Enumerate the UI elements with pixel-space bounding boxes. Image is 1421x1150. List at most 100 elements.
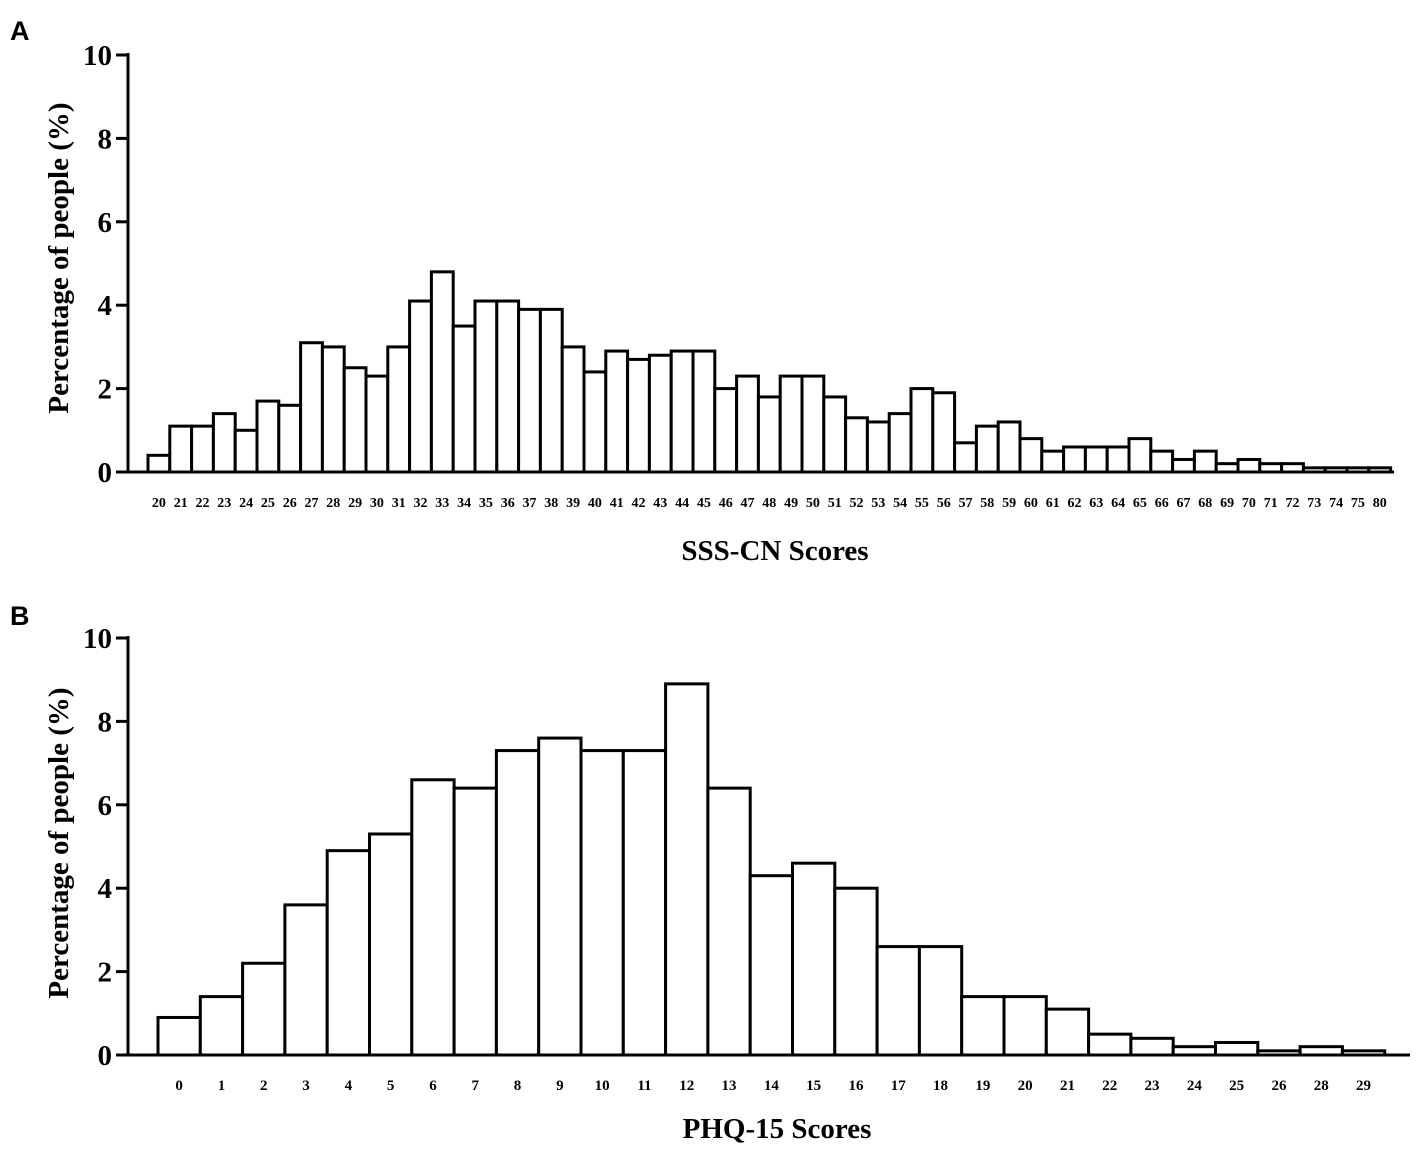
a-bar-42 [626,357,651,474]
b-x-tick-label: 8 [514,1078,522,1094]
b-x-tick-label: 10 [595,1078,610,1094]
panel-a-x-ticks: 20 21 22 23 24 25 26 27 28 29 30 31 32 33 34 35 36 37 38 39… [152,496,1387,511]
a-bar-30 [364,374,390,474]
a-x-tick-label: 70 [1242,496,1256,511]
a-x-tick-label: 69 [1220,496,1234,511]
a-bar-48 [756,395,782,474]
b-x-tick-label: 16 [848,1078,864,1094]
b-bar-9 [537,736,583,1057]
a-bar-52 [844,416,869,474]
a-bar-67 [1171,457,1196,474]
a-bar-29 [342,366,368,474]
b-bar-16 [833,886,879,1057]
a-bar-24 [233,428,259,474]
a-x-tick-label: 43 [653,496,667,511]
a-bar-35 [473,299,499,474]
a-x-tick-label: 37 [523,496,537,511]
a-bar-31 [386,345,412,474]
a-bar-44 [669,349,695,474]
b-y-tick-label: 0 [98,1040,113,1072]
a-x-tick-label: 55 [915,496,929,511]
a-bar-49 [778,374,804,474]
a-bar-33 [429,270,455,474]
a-x-tick-label: 23 [217,496,231,511]
b-bar-18 [917,945,964,1057]
b-bar-21 [1044,1007,1091,1057]
a-x-tick-label: 28 [326,496,340,511]
a-x-tick-label: 61 [1046,496,1060,511]
b-bar-13 [706,786,752,1057]
b-bar-7 [452,786,498,1057]
a-x-tick-label: 53 [871,496,885,511]
a-bar-54 [887,412,913,474]
a-bar-55 [909,387,935,474]
a-x-tick-label: 80 [1373,496,1387,511]
b-bar-2 [241,961,287,1057]
b-x-tick-label: 13 [722,1078,737,1094]
a-bar-68 [1192,449,1218,474]
a-bar-56 [931,391,957,474]
a-bar-61 [1040,449,1066,474]
panel-b-letter: B [10,601,30,631]
b-bar-19 [960,995,1006,1057]
a-y-tick-label: 8 [98,123,113,155]
a-bar-66 [1149,449,1175,474]
a-x-tick-label: 49 [784,496,798,511]
a-bar-46 [713,387,739,474]
b-y-tick-label: 2 [98,957,113,989]
a-x-tick-label: 51 [828,496,842,511]
b-bar-4 [325,849,372,1057]
a-x-tick-label: 68 [1198,496,1212,511]
panel-a-y-axis-title: Percentage of people (%) [43,102,75,413]
panel-b-bars [156,682,1387,1057]
b-bar-22 [1087,1032,1133,1057]
a-bar-45 [691,349,717,474]
a-bar-50 [800,374,826,474]
a-bar-28 [320,345,346,474]
a-y-tick-label: 4 [98,290,113,322]
a-x-tick-label: 24 [239,496,253,511]
a-x-tick-label: 46 [719,496,733,511]
a-x-tick-label: 65 [1133,496,1147,511]
a-x-tick-label: 56 [937,496,951,511]
panel-b-x-axis-title: PHQ-15 Scores [683,1113,872,1145]
a-x-tick-label: 50 [806,496,820,511]
b-y-tick-label: 10 [83,623,112,655]
a-x-tick-label: 26 [283,496,297,511]
b-x-tick-label: 0 [175,1078,183,1094]
b-x-tick-label: 28 [1314,1078,1329,1094]
b-bar-6 [410,778,456,1057]
a-x-tick-label: 74 [1329,496,1343,511]
a-x-tick-label: 58 [980,496,994,511]
b-x-tick-label: 19 [975,1078,990,1094]
b-bar-11 [621,749,668,1057]
a-x-tick-label: 25 [261,496,275,511]
panel-a-x-axis-title: SSS-CN Scores [681,535,868,567]
a-x-tick-label: 52 [850,496,864,511]
a-x-tick-label: 20 [152,496,166,511]
b-bar-0 [156,1015,202,1057]
panel-a-bars [146,270,1393,474]
a-x-tick-label: 35 [479,496,493,511]
b-x-tick-label: 26 [1271,1078,1287,1094]
b-bar-15 [791,861,837,1057]
b-x-tick-label: 22 [1102,1078,1117,1094]
b-x-tick-label: 21 [1060,1078,1075,1094]
a-x-tick-label: 27 [305,496,319,511]
a-bar-23 [211,412,237,474]
a-x-tick-label: 62 [1068,496,1082,511]
b-x-tick-label: 29 [1356,1078,1371,1094]
b-x-tick-label: 7 [472,1078,480,1094]
a-x-tick-label: 32 [414,496,428,511]
a-x-tick-label: 47 [741,496,755,511]
b-x-tick-label: 6 [429,1078,437,1094]
a-x-tick-label: 38 [544,496,558,511]
b-x-tick-label: 24 [1187,1078,1203,1094]
b-bar-17 [875,945,921,1057]
a-x-tick-label: 57 [959,496,973,511]
a-x-tick-label: 39 [566,496,580,511]
b-x-tick-label: 4 [345,1078,353,1094]
a-bar-47 [735,374,760,474]
